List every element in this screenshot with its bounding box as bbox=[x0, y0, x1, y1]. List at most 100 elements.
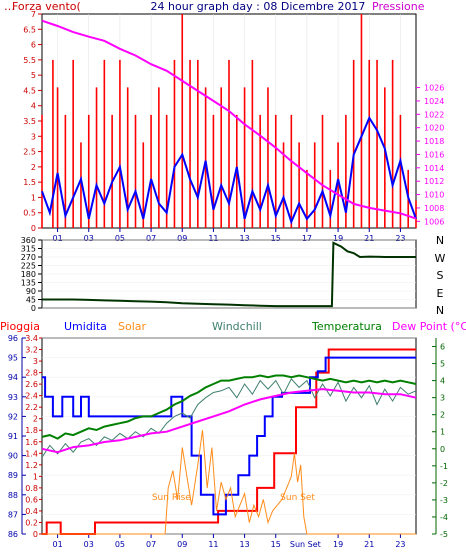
rain-y-tick-label: 2 bbox=[33, 415, 38, 424]
rain-y-tick-label: 3.2 bbox=[25, 346, 38, 355]
direction-y-tick-label: 270 bbox=[21, 253, 36, 262]
rain-y-tick-label: 2.4 bbox=[25, 392, 38, 401]
pressure-y-tick-label: 1024 bbox=[424, 97, 444, 106]
wind-y-tick-label: 1.5 bbox=[23, 178, 36, 187]
temp-y-tick-label: -3 bbox=[440, 496, 448, 505]
direction-y-tick-label: 0 bbox=[31, 304, 36, 313]
temp-grid bbox=[42, 337, 416, 535]
wind-y-tick-label: 3.5 bbox=[23, 117, 36, 126]
rain-y-tick-label: 1.2 bbox=[25, 461, 38, 470]
wind-y-tick-label: 2 bbox=[31, 163, 36, 172]
compass-label: W bbox=[435, 252, 446, 265]
humidity-y-tick-label: 87 bbox=[8, 510, 18, 519]
direction-series bbox=[42, 241, 416, 308]
temp-x-tick-label: 15 bbox=[271, 540, 281, 549]
humidity-y-tick-label: 90 bbox=[8, 452, 18, 461]
sun-annotation: Sun Rise bbox=[152, 493, 191, 503]
pressure-y-tick-label: 1020 bbox=[424, 124, 444, 133]
rain-y-tick-label: 3.4 bbox=[25, 334, 38, 343]
temp-y-tick-label: 3 bbox=[440, 394, 445, 403]
temp-y-tick-label: -1 bbox=[440, 462, 448, 471]
wind-y-ticks: 0 0.5 1 1.5 2 2.5 3 3.5 4 4.5 5 5.5 6 6.5 7 bbox=[23, 10, 42, 233]
wind-y-tick-label: 1 bbox=[31, 193, 36, 202]
temp-y-tick-label: 4 bbox=[440, 377, 445, 386]
rain-y-tick-label: 0.2 bbox=[25, 518, 38, 527]
temp-x-tick-label: 03 bbox=[84, 540, 94, 549]
pressure-y-tick-label: 1008 bbox=[424, 204, 444, 213]
temp-y-tick-label: 6 bbox=[440, 343, 445, 352]
wind-x-tick-label: 19 bbox=[333, 234, 343, 243]
temp-y-tick-label: -4 bbox=[440, 513, 448, 522]
pressure-y-tick-label: 1006 bbox=[424, 217, 444, 226]
compass-label: S bbox=[437, 269, 444, 282]
temp-x-tick-label: 09 bbox=[177, 540, 187, 549]
wind-x-tick-label: 13 bbox=[239, 234, 249, 243]
rain-y-tick-label: 0 bbox=[33, 530, 38, 539]
temp-series bbox=[41, 348, 417, 535]
direction-grid bbox=[42, 239, 416, 309]
direction-line bbox=[42, 241, 416, 308]
compass-label: N bbox=[436, 234, 444, 247]
humidity-y-tick-label: 86 bbox=[8, 530, 18, 539]
temp-y-tick-label: 0 bbox=[440, 445, 445, 454]
rain-y-tick-label: 1 bbox=[33, 472, 38, 481]
wind-x-tick-label: 21 bbox=[364, 234, 374, 243]
wind-y-tick-label: 4.5 bbox=[23, 86, 36, 95]
wind-y-tick-label: 0 bbox=[31, 224, 36, 233]
pressure-y-tick-label: 1012 bbox=[424, 177, 444, 186]
rain-y-tick-label: 0.4 bbox=[25, 507, 38, 516]
direction-y-tick-label: 360 bbox=[21, 236, 36, 245]
temp-x-tick-label: 13 bbox=[239, 540, 249, 549]
wind-x-tick-label: 17 bbox=[302, 234, 312, 243]
direction-y-tick-label: 315 bbox=[21, 245, 36, 254]
wind-pressure-panel: … Forza vento( 24 hour graph day : 08 Di… bbox=[4, 0, 444, 243]
wind-axis-prefix: … bbox=[4, 0, 15, 13]
humidity-y-tick-label: 96 bbox=[8, 334, 18, 343]
solar-line bbox=[42, 430, 416, 535]
temp-humidity-panel: Pioggia Umidita Solar Windchill Temperatura D… bbox=[0, 320, 466, 549]
rain-y-tick-label: 2.6 bbox=[25, 380, 38, 389]
wind-x-tick-label: 15 bbox=[271, 234, 281, 243]
wind-y-tick-label: 5.5 bbox=[23, 56, 36, 65]
pressure-axis-label: Pressione bbox=[372, 0, 425, 13]
wind-y-tick-label: 0.5 bbox=[23, 209, 36, 218]
temp-line bbox=[41, 374, 417, 440]
pressure-y-tick-label: 1022 bbox=[424, 110, 444, 119]
rain-y-tick-label: 1.4 bbox=[25, 449, 38, 458]
wind-x-tick-label: 01 bbox=[52, 234, 62, 243]
wind-axis-label: Forza vento( bbox=[12, 0, 81, 13]
temp-y-tick-label: 1 bbox=[440, 428, 445, 437]
rain-y-tick-label: 1.8 bbox=[25, 426, 38, 435]
direction-y-tick-label: 90 bbox=[26, 287, 36, 296]
temp-x-ticks: 01 03 05 07 09 11 13 15 19 21 23 Sun Set bbox=[52, 534, 406, 549]
wind-series bbox=[41, 14, 417, 228]
rain-y-tick-label: 1.6 bbox=[25, 438, 38, 447]
temp-y-tick-label: -2 bbox=[440, 479, 448, 488]
temp-y-tick-label: 5 bbox=[440, 360, 445, 369]
wind-y-tick-label: 7 bbox=[31, 10, 36, 19]
wind-y-tick-label: 3 bbox=[31, 132, 36, 141]
sun-annotation: Sun Set bbox=[280, 493, 315, 503]
chart-title: 24 hour graph day : 08 Dicembre 2017 bbox=[151, 0, 366, 13]
humidity-y-tick-label: 89 bbox=[8, 471, 18, 480]
rain-y-tick-label: 3 bbox=[33, 357, 38, 366]
rain-y-tick-label: 2.8 bbox=[25, 369, 38, 378]
temp-x-tick-label: 05 bbox=[115, 540, 125, 549]
temp-x-tick-label: 19 bbox=[333, 540, 343, 549]
temp-y-ticks: -5 -4 -3 -2 -1 0 1 2 3 4 5 6 bbox=[432, 338, 448, 539]
rain-y-tick-label: 0.8 bbox=[25, 484, 38, 493]
pressure-y-tick-label: 1010 bbox=[424, 191, 444, 200]
legend-windchill: Windchill bbox=[212, 320, 262, 333]
temp-y-tick-label: -5 bbox=[440, 530, 448, 539]
wind-x-tick-label: 07 bbox=[146, 234, 156, 243]
legend-humidity: Umidita bbox=[64, 320, 107, 333]
sun-annotations: Sun Rise Sun Set bbox=[152, 493, 316, 503]
wind-y-tick-label: 4 bbox=[31, 102, 36, 111]
direction-y-tick-label: 135 bbox=[21, 279, 36, 288]
pressure-y-tick-label: 1014 bbox=[424, 164, 444, 173]
rain-y-tick-label: 0.6 bbox=[25, 495, 38, 504]
